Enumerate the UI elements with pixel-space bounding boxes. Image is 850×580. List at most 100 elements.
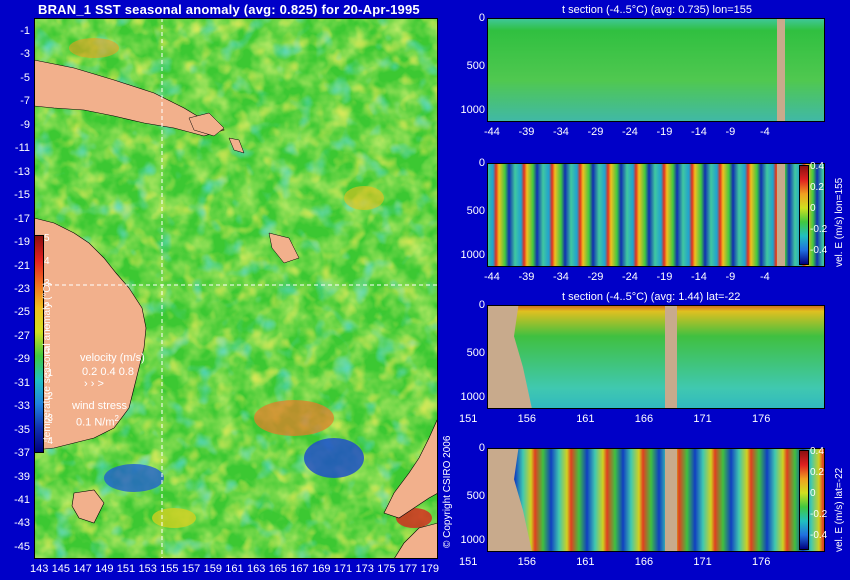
land-mask [665, 448, 677, 552]
velocity-colorbar-tick: 0.2 [810, 467, 824, 478]
section-x-tick-label: 161 [576, 413, 595, 425]
depth-tick-label: 1000 [460, 391, 485, 403]
lat-tick-label: -45 [14, 540, 30, 553]
colorbar-tick-label: 0 [44, 345, 50, 357]
section-x-tick-label: -19 [656, 271, 673, 283]
lon-tick-label: 171 [333, 563, 353, 575]
section-x-tick-label: -4 [760, 126, 770, 138]
depth-tick-label: 500 [466, 205, 485, 217]
velocity-legend-values: 0.2 0.4 0.8 [82, 366, 134, 378]
section-panel [487, 448, 825, 552]
lat-tick-label: -11 [14, 142, 30, 155]
land-mask [487, 448, 532, 552]
lat-axis: -1 -3 -5 -7 -9 -11 -13 -15 -17 -19 -21 -23 -25 -27 -29… [8, 18, 32, 559]
lat-tick-label: -21 [14, 259, 30, 272]
section-x-tick-label: -9 [725, 126, 736, 138]
section-x-tick-label: -4 [760, 271, 770, 283]
lon-tick-label: 179 [420, 563, 439, 575]
lat-tick-label: -3 [20, 48, 30, 61]
section-x-tick-label: 176 [752, 413, 771, 425]
lat-tick-label: -39 [14, 470, 30, 483]
depth-tick-label: 0 [478, 12, 485, 24]
section-x-tick-label: -24 [622, 126, 638, 138]
lon-tick-label: 163 [247, 563, 266, 575]
section-x-tick-label: -39 [518, 126, 535, 138]
section-x-tick-label: 166 [634, 413, 654, 425]
colorbar-tick-label: 1 [44, 323, 50, 334]
lon-tick-label: 149 [95, 563, 114, 575]
lat-tick-label: -27 [14, 329, 30, 342]
lat-tick-label: -25 [14, 306, 30, 319]
lat-tick-label: -5 [20, 71, 30, 84]
velocity-colorbar-tick: 0 [810, 203, 816, 214]
section-x-tick-label: 156 [517, 556, 536, 568]
section-x-tick-label: 161 [576, 556, 595, 568]
section-x-tick-label: -29 [587, 271, 604, 283]
landmass-tasmania [71, 489, 105, 524]
velocity-colorbar-tick: 0.4 [810, 161, 824, 172]
velocity-arrows-icon: › › > [84, 378, 104, 390]
section-panel [487, 305, 825, 409]
colorbar-tick-label: 2 [44, 300, 50, 312]
lat-tick-label: -33 [14, 400, 30, 413]
lat-tick-label: -37 [14, 447, 30, 460]
section-x-tick-label: 156 [517, 413, 536, 425]
velocity-colorbar-tick: 0.2 [810, 182, 824, 193]
velocity-side-label: vel. E (m/s) lat=-22 [834, 467, 845, 552]
section-x-tick-label: -19 [656, 126, 673, 138]
depth-tick-label: 1000 [460, 104, 485, 116]
depth-tick-label: 1000 [460, 534, 485, 546]
lon-tick-label: 175 [377, 563, 396, 575]
lon-axis: 143 145 147 149 151 153 155 157 159 161 163 165 167 1… [30, 563, 440, 577]
colorbar-tick-label: -4 [44, 435, 53, 447]
lat-tick-label: -31 [14, 376, 30, 389]
lon-tick-label: 151 [116, 563, 136, 575]
section-x-tick-label: 166 [634, 556, 654, 568]
lat-tick-label: -19 [14, 236, 30, 249]
depth-tick-label: 0 [478, 299, 485, 311]
velocity-side-label: vel. E (m/s) lon=155 [834, 177, 845, 267]
section-x-tick-label: -29 [587, 126, 604, 138]
lat-tick-label: -1 [20, 25, 30, 37]
section-x-tick-label: -39 [518, 271, 535, 283]
section-x-tick-label: -34 [553, 271, 569, 283]
land-mask [777, 18, 785, 122]
lat-tick-label: -13 [14, 165, 30, 178]
lat-tick-label: -17 [14, 212, 30, 225]
lon-tick-label: 157 [181, 563, 201, 575]
land-mask [665, 305, 677, 409]
lon-tick-label: 153 [138, 563, 157, 575]
lon-tick-label: 147 [73, 563, 92, 575]
land-mask [487, 305, 532, 409]
colorbar-tick-label: 5 [44, 233, 50, 244]
map-title: BRAN_1 SST seasonal anomaly (avg: 0.825)… [38, 2, 420, 17]
lat-tick-label: -35 [14, 423, 30, 436]
section-x-tick-label: -14 [691, 126, 707, 138]
section-x-tick-label: -9 [725, 271, 736, 283]
lat-tick-label: -29 [14, 353, 30, 366]
section-x-tick-label: -14 [691, 271, 707, 283]
section-panel [487, 18, 825, 122]
velocity-colorbar [799, 165, 809, 265]
colorbar-tick-label: 4 [44, 255, 50, 267]
sst-map-graphic [34, 18, 438, 559]
lon-tick-label: 143 [30, 563, 49, 575]
landmass-new-guinea [34, 59, 225, 137]
velocity-colorbar-tick: -0.4 [810, 530, 828, 541]
depth-tick-label: 1000 [460, 249, 485, 261]
colorbar-tick-label: 3 [44, 278, 50, 289]
depth-tick-label: 500 [466, 490, 485, 502]
section-subtitle: t section (-4..5°C) (avg: 0.735) lon=155 [562, 4, 752, 16]
lat-tick-label: -9 [20, 118, 30, 131]
lat-tick-label: -41 [14, 494, 30, 506]
lon-tick-label: 165 [268, 563, 288, 575]
depth-tick-label: 0 [478, 157, 485, 169]
section-x-tick-label: -24 [622, 271, 638, 283]
section-subtitle: t section (-4..5°C) (avg: 1.44) lat=-22 [562, 291, 741, 303]
section-x-tick-label: 151 [459, 413, 478, 425]
section-panel [487, 163, 825, 267]
colorbar-tick-label: -1 [44, 368, 53, 379]
velocity-colorbar-tick: 0.4 [810, 446, 824, 457]
map-colorbar [34, 235, 44, 453]
lon-tick-label: 173 [355, 563, 374, 575]
